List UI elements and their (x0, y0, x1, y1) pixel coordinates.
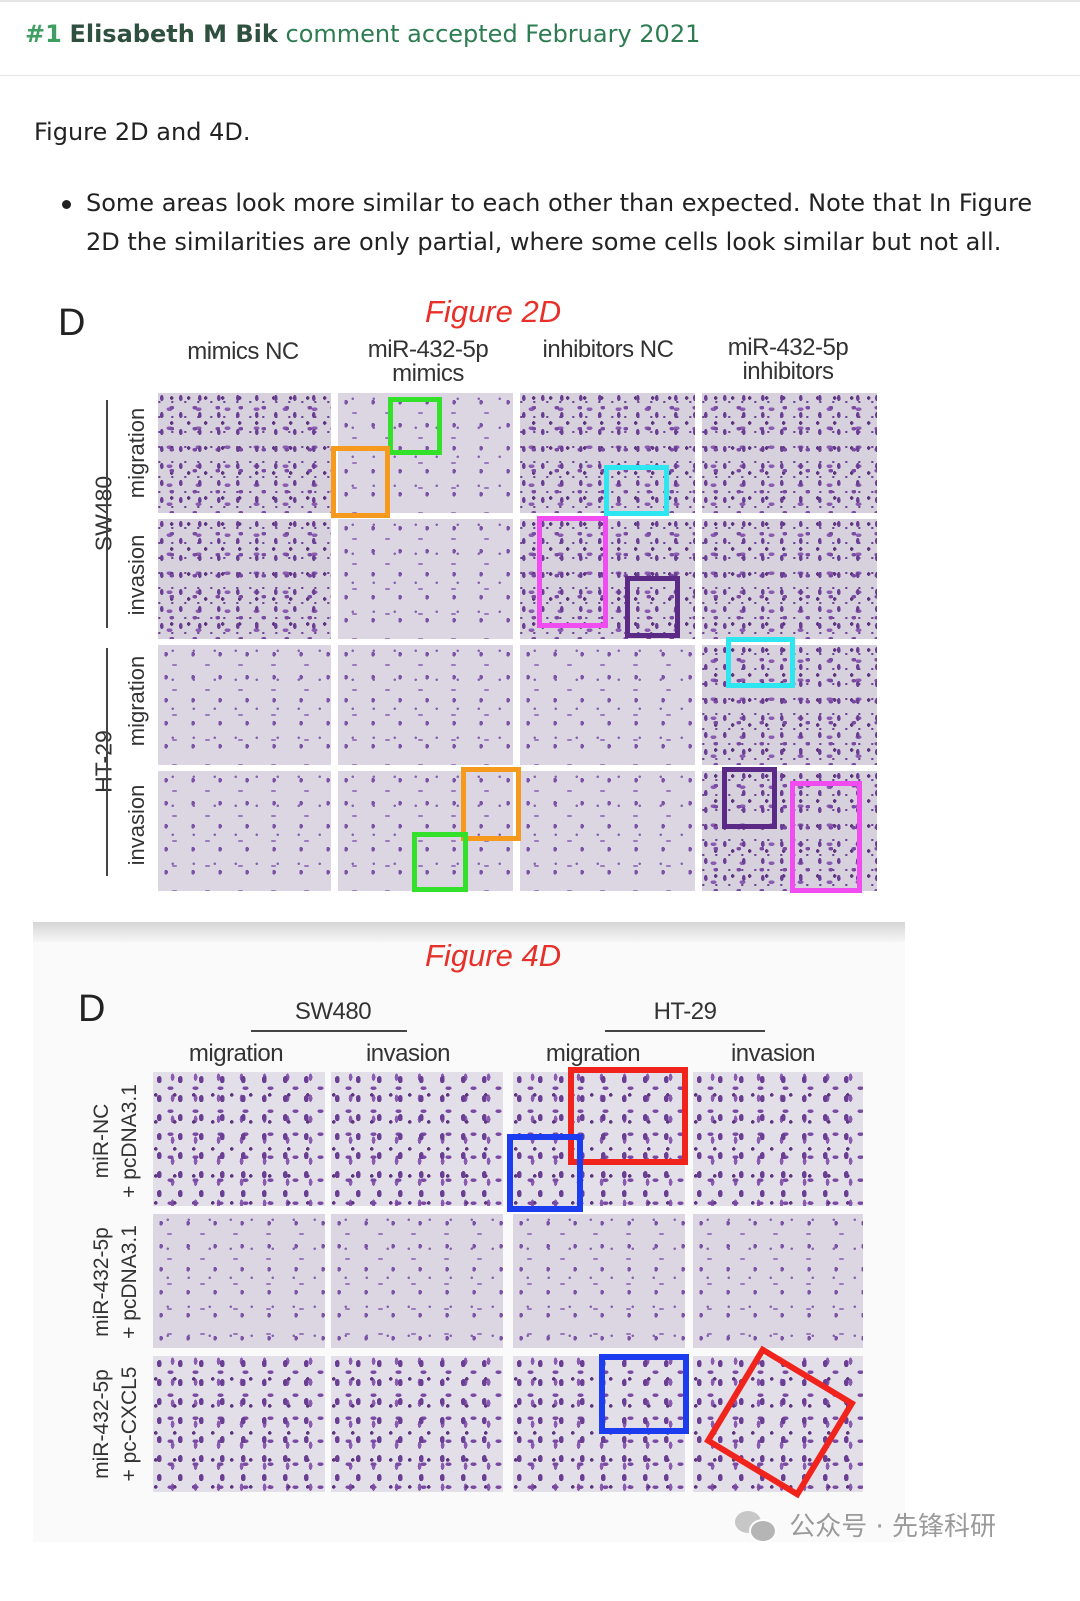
row-label-line1: miR-NC (90, 1103, 113, 1179)
figure-4d-image-cell (331, 1356, 503, 1492)
bullet-item: Some areas look more similar to each oth… (62, 184, 1052, 262)
figure-4d-image-cell (153, 1214, 325, 1348)
blue-box-marker (599, 1354, 689, 1434)
figure-2d-row-label: invasion (124, 534, 149, 616)
watermark: 公众号 · 先锋科研 (735, 1506, 996, 1546)
figure-4d-col-label: migration (545, 1040, 641, 1067)
figure-4d-row-label: miR-432-5p + pc-CXCL5 (88, 1329, 144, 1519)
bullet-dot-icon (62, 200, 71, 209)
figure-2d-title: Figure 2D (425, 294, 562, 329)
figure-4d-title: Figure 4D (425, 938, 562, 973)
figure-2d-image-cell (158, 645, 331, 765)
col-label-line1: mimics NC (187, 338, 299, 365)
figure-4d-row-label: miR-NC + pcDNA3.1 (88, 1071, 144, 1211)
figure-2d-image-cell (158, 771, 331, 891)
figure-4d-group-line (605, 1030, 765, 1032)
figure-4d-letter: D (78, 988, 106, 1030)
row-label-line2: + pcDNA3.1 (118, 1084, 141, 1198)
figure-4d-col-label: invasion (365, 1040, 451, 1067)
figure-2d-image-cell (520, 645, 695, 765)
figure-2d-image-cell (702, 771, 877, 891)
figure-2d-image-cell (702, 393, 877, 513)
row-label-line2: + pc-CXCL5 (118, 1366, 141, 1482)
watermark-text: 公众号 · 先锋科研 (789, 1512, 997, 1542)
col-label-line2: mimics (392, 360, 464, 387)
figure-4d-image-cell (693, 1356, 863, 1492)
figure-2d-letter: D (58, 302, 86, 344)
red-box-marker (568, 1067, 688, 1165)
figure-2d-group-ht29: HT-29 (90, 730, 117, 793)
figure-2d-col-label: miR-432-5p inhibitors (703, 336, 873, 384)
figure-2d-image-cell (158, 519, 331, 639)
green-box-marker (412, 832, 468, 892)
col-label-line1: miR-432-5p (727, 334, 849, 361)
figure-2d-image-cell (338, 519, 513, 639)
wechat-icon (735, 1509, 777, 1543)
figure-4d-image-cell (153, 1072, 325, 1206)
cyan-box-marker (604, 465, 669, 516)
figure-4d-col-label: invasion (730, 1040, 816, 1067)
figure-4d-image-cell (331, 1072, 503, 1206)
figure-4d-image-cell (693, 1214, 863, 1348)
orange-box-marker (331, 446, 390, 518)
figure-2d-image-cell (158, 393, 331, 513)
figure-4d-image-cell (513, 1214, 685, 1348)
figure-2d-row-label: migration (124, 407, 149, 499)
figure-4d-group-label: SW480 (294, 998, 372, 1025)
green-box-marker (388, 397, 442, 455)
col-label-line2: inhibitors (742, 358, 834, 385)
comment-author[interactable]: Elisabeth M Bik (69, 20, 278, 48)
orange-box-marker (461, 767, 521, 841)
figure-4d-panel: Figure 4D D SW480 HT-29 migration invasi… (33, 938, 905, 1542)
row-label-line1: miR-432-5p (90, 1369, 113, 1479)
figure-2d-col-label: miR-432-5p mimics (343, 338, 513, 386)
comment-intro: Figure 2D and 4D. (34, 118, 251, 146)
cyan-box-marker (726, 637, 795, 688)
purple-box-marker (625, 576, 680, 638)
figure-4d-image-cell (153, 1356, 325, 1492)
figure-2d-image-cell (702, 645, 877, 765)
figure-2d-panel: Figure 2D D mimics NC miR-432-5p mimics … (33, 290, 905, 905)
figure-2d-row-label: invasion (124, 784, 149, 866)
comment-number[interactable]: #1 (25, 20, 62, 48)
figure-2d-image-cell (702, 519, 877, 639)
figure-2d-col-label: inhibitors NC (523, 338, 693, 362)
bullet-text: Some areas look more similar to each oth… (86, 189, 1033, 256)
figure-2d-image-cell (520, 771, 695, 891)
figure-4d-col-label: migration (188, 1040, 284, 1067)
figure-4d-image-cell (693, 1072, 863, 1206)
figure-4d-image-cell (331, 1214, 503, 1348)
comment-header-line: #1 Elisabeth M Bik comment accepted Febr… (25, 20, 700, 48)
figure-2d-col-label: mimics NC (158, 340, 328, 364)
magenta-box-marker (537, 516, 608, 628)
figure-divider (33, 922, 905, 942)
col-label-line1: miR-432-5p (367, 336, 489, 363)
comment-header: #1 Elisabeth M Bik comment accepted Febr… (0, 0, 1080, 76)
figure-4d-group-label: HT-29 (653, 998, 717, 1025)
figure-2d-row-label: migration (124, 655, 149, 747)
figure-2d-image-cell (338, 771, 513, 891)
comment-status: comment accepted February 2021 (285, 20, 701, 48)
col-label-line1: inhibitors NC (542, 336, 674, 363)
figure-2d-image-cell (338, 645, 513, 765)
figure-2d-group-bracket (106, 400, 108, 628)
figure-2d-group-bracket (106, 648, 108, 876)
figure-4d-group-line (251, 1030, 407, 1032)
purple-box-marker (722, 767, 777, 829)
magenta-box-marker (790, 781, 862, 893)
blue-box-marker (507, 1134, 583, 1212)
figure-2d-group-sw480: SW480 (90, 475, 117, 552)
